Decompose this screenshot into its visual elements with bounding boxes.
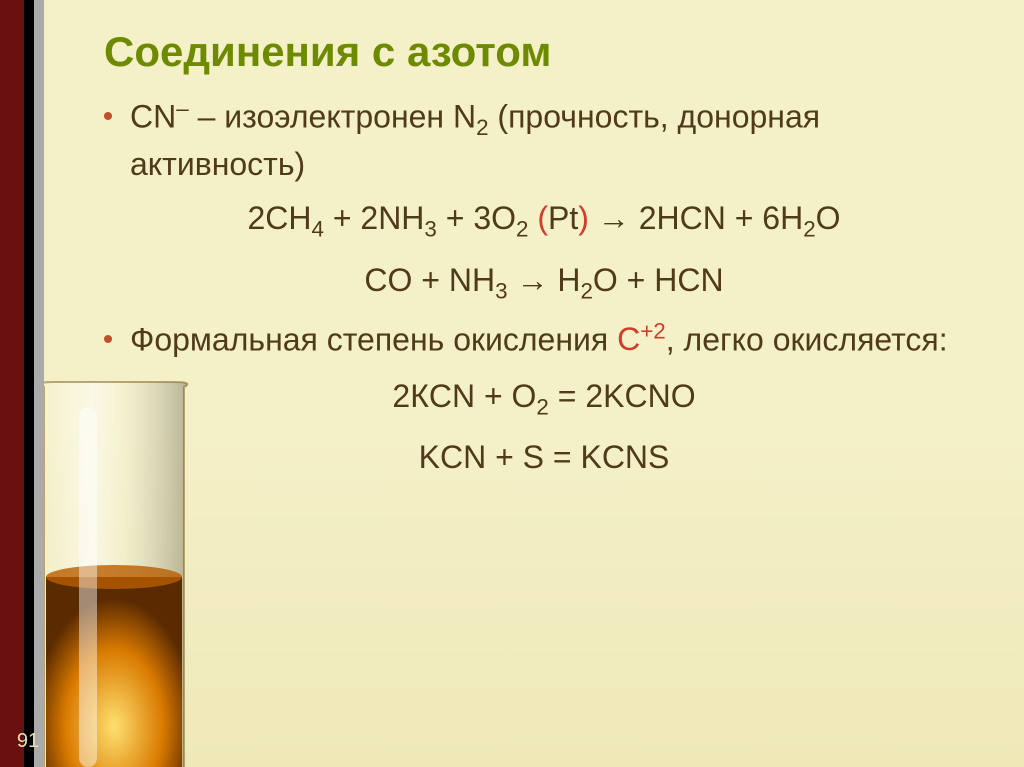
equation-4: KCN + S = KCNS	[104, 433, 984, 483]
txt: KCN + S = KCNS	[419, 439, 670, 475]
equation-2: CO + NH3 → H2O + HCN	[104, 256, 984, 309]
slide-title: Соединения с азотом	[104, 28, 984, 76]
txt: CN	[130, 99, 176, 135]
page-number: 91	[6, 730, 50, 753]
sub: 2	[803, 217, 815, 242]
txt: CO + NH	[364, 262, 495, 298]
sup: –	[176, 96, 188, 121]
txt: 2CH	[247, 200, 311, 236]
slide-body: Соединения с азотом CN– – изоэлектронен …	[44, 0, 1024, 767]
sub: 3	[424, 217, 436, 242]
txt: + 2NH	[324, 200, 424, 236]
txt: → H	[508, 262, 581, 298]
sub: 4	[311, 217, 323, 242]
txt: 2КCN + O	[392, 378, 536, 414]
txt: Формальная степень окисления	[130, 321, 617, 357]
txt: + 3O	[437, 200, 516, 236]
txt: → 2HCN + 6H	[589, 200, 803, 236]
bullet-2-text: Формальная степень окисления С+2, легко …	[130, 317, 948, 362]
bullet-1: CN– – изоэлектронен N2 (прочность, донор…	[104, 94, 984, 186]
txt: = 2KCNO	[549, 378, 696, 414]
bullet-2: Формальная степень окисления С+2, легко …	[104, 317, 984, 362]
bullet-dot	[104, 335, 112, 343]
txt: – изоэлектронен N	[189, 99, 476, 135]
equation-1: 2CH4 + 2NH3 + 3O2 (Pt) → 2HCN + 6H2O	[104, 194, 984, 247]
bullet-dot	[104, 112, 112, 120]
sup: +2	[640, 319, 666, 344]
txt: O	[816, 200, 841, 236]
slide-content: Соединения с азотом CN– – изоэлектронен …	[44, 0, 1024, 510]
txt: , легко окисляется:	[666, 321, 948, 357]
sub: 2	[516, 217, 528, 242]
species: С+2	[617, 321, 666, 357]
sub: 3	[495, 278, 507, 303]
equation-3: 2КCN + O2 = 2KCNO	[104, 372, 984, 425]
slide-frame: Соединения с азотом CN– – изоэлектронен …	[0, 0, 1024, 767]
bullet-1-text: CN– – изоэлектронен N2 (прочность, донор…	[130, 94, 984, 186]
paren-open: (	[528, 200, 548, 236]
sub: 2	[536, 394, 548, 419]
sub: 2	[580, 278, 592, 303]
txt: С	[617, 321, 640, 357]
paren-close: )	[578, 200, 589, 236]
catalyst: Pt	[548, 200, 578, 236]
txt: O + HCN	[593, 262, 724, 298]
sub: 2	[476, 115, 488, 140]
